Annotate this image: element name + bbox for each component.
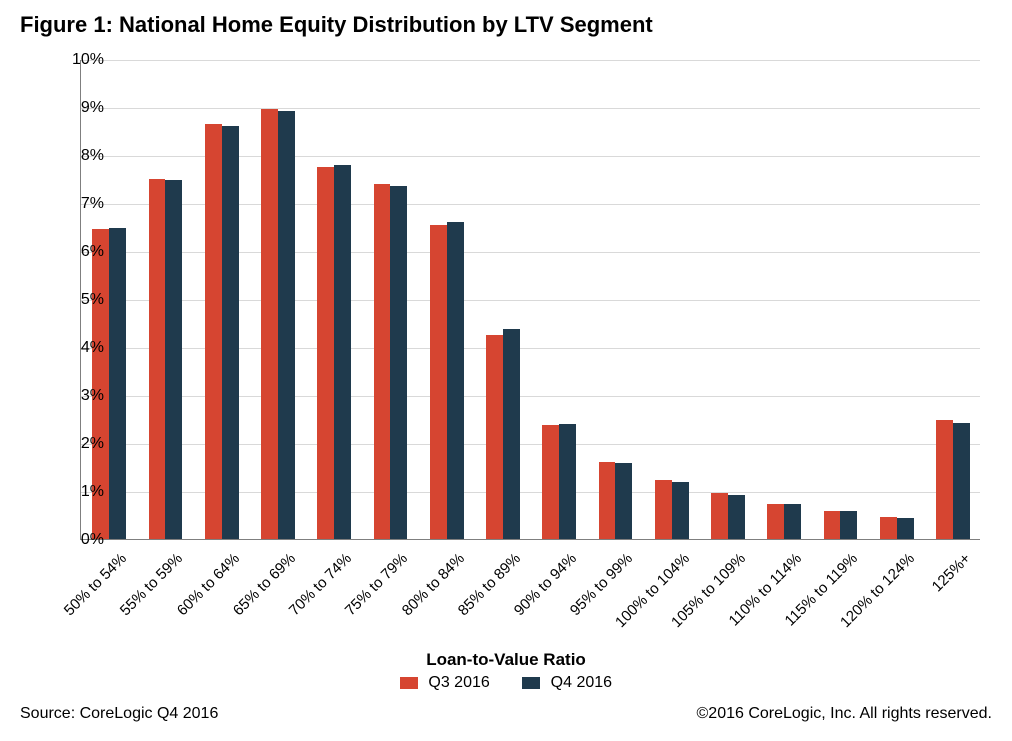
y-tick-label: 7% [44,195,104,213]
bar-q4-2016 [447,222,464,539]
y-tick-label: 5% [44,291,104,309]
copyright-text: ©2016 CoreLogic, Inc. All rights reserve… [697,705,993,723]
bar-q4-2016 [165,180,182,539]
bar-q3-2016 [824,511,841,539]
y-tick-label: 8% [44,147,104,165]
y-tick-label: 0% [44,531,104,549]
bar-q4-2016 [953,423,970,539]
legend-label-q3: Q3 2016 [428,674,489,691]
bar-q3-2016 [655,480,672,539]
bar-q3-2016 [205,124,222,539]
bar-q4-2016 [334,165,351,539]
bar-q3-2016 [261,109,278,539]
bar-q3-2016 [317,167,334,539]
figure-title: Figure 1: National Home Equity Distribut… [20,12,653,38]
bar-q3-2016 [374,184,391,539]
bar-q4-2016 [784,504,801,539]
bar-q4-2016 [728,495,745,539]
bar-q4-2016 [897,518,914,539]
bar-q4-2016 [559,424,576,539]
legend-item-q4: Q4 2016 [522,674,612,692]
y-tick-label: 1% [44,483,104,501]
bar-q4-2016 [672,482,689,539]
legend-label-q4: Q4 2016 [551,674,612,691]
bar-q4-2016 [615,463,632,539]
bar-q3-2016 [711,493,728,539]
bar-q4-2016 [278,111,295,539]
y-tick-label: 10% [44,51,104,69]
bar-q4-2016 [840,511,857,539]
chart-legend: Q3 2016 Q4 2016 [0,674,1012,692]
bar-q3-2016 [542,425,559,539]
bar-q3-2016 [880,517,897,539]
y-tick-label: 6% [44,243,104,261]
bar-q3-2016 [149,179,166,539]
y-tick-label: 2% [44,435,104,453]
legend-swatch-q4 [522,677,540,689]
x-axis-label: Loan-to-Value Ratio [0,650,1012,670]
bar-q3-2016 [767,504,784,539]
figure-container: Figure 1: National Home Equity Distribut… [0,0,1012,741]
bar-q4-2016 [503,329,520,539]
bar-q4-2016 [109,228,126,539]
y-tick-label: 4% [44,339,104,357]
legend-swatch-q3 [400,677,418,689]
chart-plot-area [80,60,980,540]
legend-item-q3: Q3 2016 [400,674,490,692]
bar-q4-2016 [390,186,407,539]
bar-q3-2016 [936,420,953,539]
y-tick-label: 9% [44,99,104,117]
gridline [81,108,980,109]
bar-q3-2016 [430,225,447,539]
y-tick-label: 3% [44,387,104,405]
bar-q3-2016 [486,335,503,539]
source-text: Source: CoreLogic Q4 2016 [20,705,218,723]
gridline [81,60,980,61]
bar-q4-2016 [222,126,239,539]
bar-q3-2016 [599,462,616,539]
